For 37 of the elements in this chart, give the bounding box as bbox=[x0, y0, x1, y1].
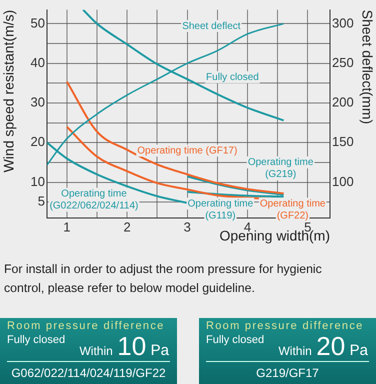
y-axis-title: Wind speed resistant(m/s) bbox=[0, 10, 16, 172]
text: Fully closed bbox=[206, 334, 264, 346]
x-tick-label: 2 bbox=[123, 219, 131, 234]
y2-tick-label: 250 bbox=[332, 54, 354, 70]
y2-tick-label: 300 bbox=[332, 15, 354, 30]
y2-axis-title: Sheet deflect(mm) bbox=[360, 10, 376, 124]
text: Room pressure difference bbox=[206, 320, 364, 332]
y-tick-label: 30 bbox=[30, 94, 45, 110]
y-tick-label: 40 bbox=[30, 54, 45, 70]
series-label: Operating time (GF17) bbox=[137, 145, 238, 156]
y-tick-label: 10 bbox=[30, 174, 45, 189]
text: Within bbox=[278, 344, 312, 358]
text: For install in order to adjust the room pressure for hygienic control, please refer to below model guideline. bbox=[4, 261, 323, 297]
series-label: Operating time (G119) bbox=[188, 198, 254, 222]
text: Pa bbox=[350, 342, 368, 359]
y-tick-label: 20 bbox=[30, 134, 45, 150]
text: 10 bbox=[117, 331, 146, 361]
text: Pa bbox=[150, 342, 169, 359]
series-label: Sheet deflect bbox=[182, 20, 241, 32]
y-tick-label: 5 bbox=[38, 194, 45, 209]
x-tick-label: 1 bbox=[63, 219, 70, 234]
x-tick-label: 3 bbox=[184, 219, 191, 234]
y2-tick-label: 200 bbox=[332, 94, 354, 110]
x-tick-label: 4 bbox=[244, 219, 252, 234]
text: G219/GF17 bbox=[255, 366, 320, 380]
series-label: Operating time (GF22) bbox=[260, 198, 326, 222]
text: Within bbox=[79, 344, 113, 358]
text: Room pressure difference bbox=[7, 320, 165, 332]
y2-tick-label: 150 bbox=[332, 134, 354, 150]
text: G062/022/114/024/119/GF22 bbox=[10, 366, 167, 380]
y2-tick-label: 100 bbox=[332, 174, 354, 189]
series-label: Operating time (G219) bbox=[248, 157, 314, 180]
text: 20 bbox=[316, 331, 346, 361]
text: Fully closed bbox=[7, 334, 66, 346]
y-tick-label: 50 bbox=[30, 15, 45, 30]
series-label: Fully closed bbox=[206, 72, 259, 83]
series-label: Operating time (G022/062/024/114) bbox=[50, 188, 138, 212]
